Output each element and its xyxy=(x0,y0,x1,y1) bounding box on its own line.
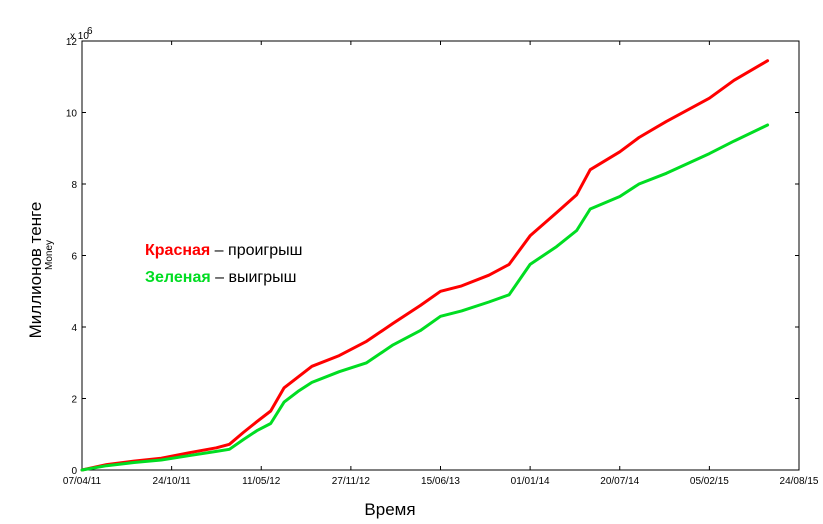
y-obscured-label: Money xyxy=(44,240,55,270)
x-axis-label: Время xyxy=(364,500,416,519)
legend-green-name: Зеленая xyxy=(145,269,211,286)
y-tick-label: 4 xyxy=(71,323,77,334)
y-multiplier-label: x 10 xyxy=(70,31,89,42)
x-tick-label: 24/10/11 xyxy=(153,476,192,487)
x-tick-label: 15/06/13 xyxy=(421,476,460,487)
legend-red-name: Красная xyxy=(145,242,211,259)
series-line-green xyxy=(80,123,770,472)
x-tick-label: 11/05/12 xyxy=(242,476,281,487)
x-tick-label: 27/11/12 xyxy=(332,476,371,487)
x-tick-label: 07/04/11 xyxy=(63,476,102,487)
y-multiplier-exponent: 6 xyxy=(87,26,93,37)
y-tick-label: 2 xyxy=(71,395,77,406)
y-tick-label: 6 xyxy=(71,252,77,263)
y-tick-label: 10 xyxy=(66,109,78,120)
y-tick-label: 8 xyxy=(71,180,77,191)
y-tick-label: 0 xyxy=(71,466,77,477)
x-tick-label: 01/01/14 xyxy=(511,476,550,487)
legend: Красная – проигрыш Зеленая – выигрыш xyxy=(145,237,303,291)
x-tick-label: 24/08/15 xyxy=(780,476,819,487)
legend-item-green: Зеленая – выигрыш xyxy=(145,264,303,291)
x-tick-label: 05/02/15 xyxy=(690,476,729,487)
legend-item-red: Красная – проигрыш xyxy=(145,237,303,264)
legend-red-text: – проигрыш xyxy=(210,242,303,259)
series-line-red xyxy=(80,59,770,472)
x-tick-label: 20/07/14 xyxy=(600,476,639,487)
legend-green-text: – выигрыш xyxy=(210,269,297,286)
y-tick-label: 12 xyxy=(66,37,78,48)
